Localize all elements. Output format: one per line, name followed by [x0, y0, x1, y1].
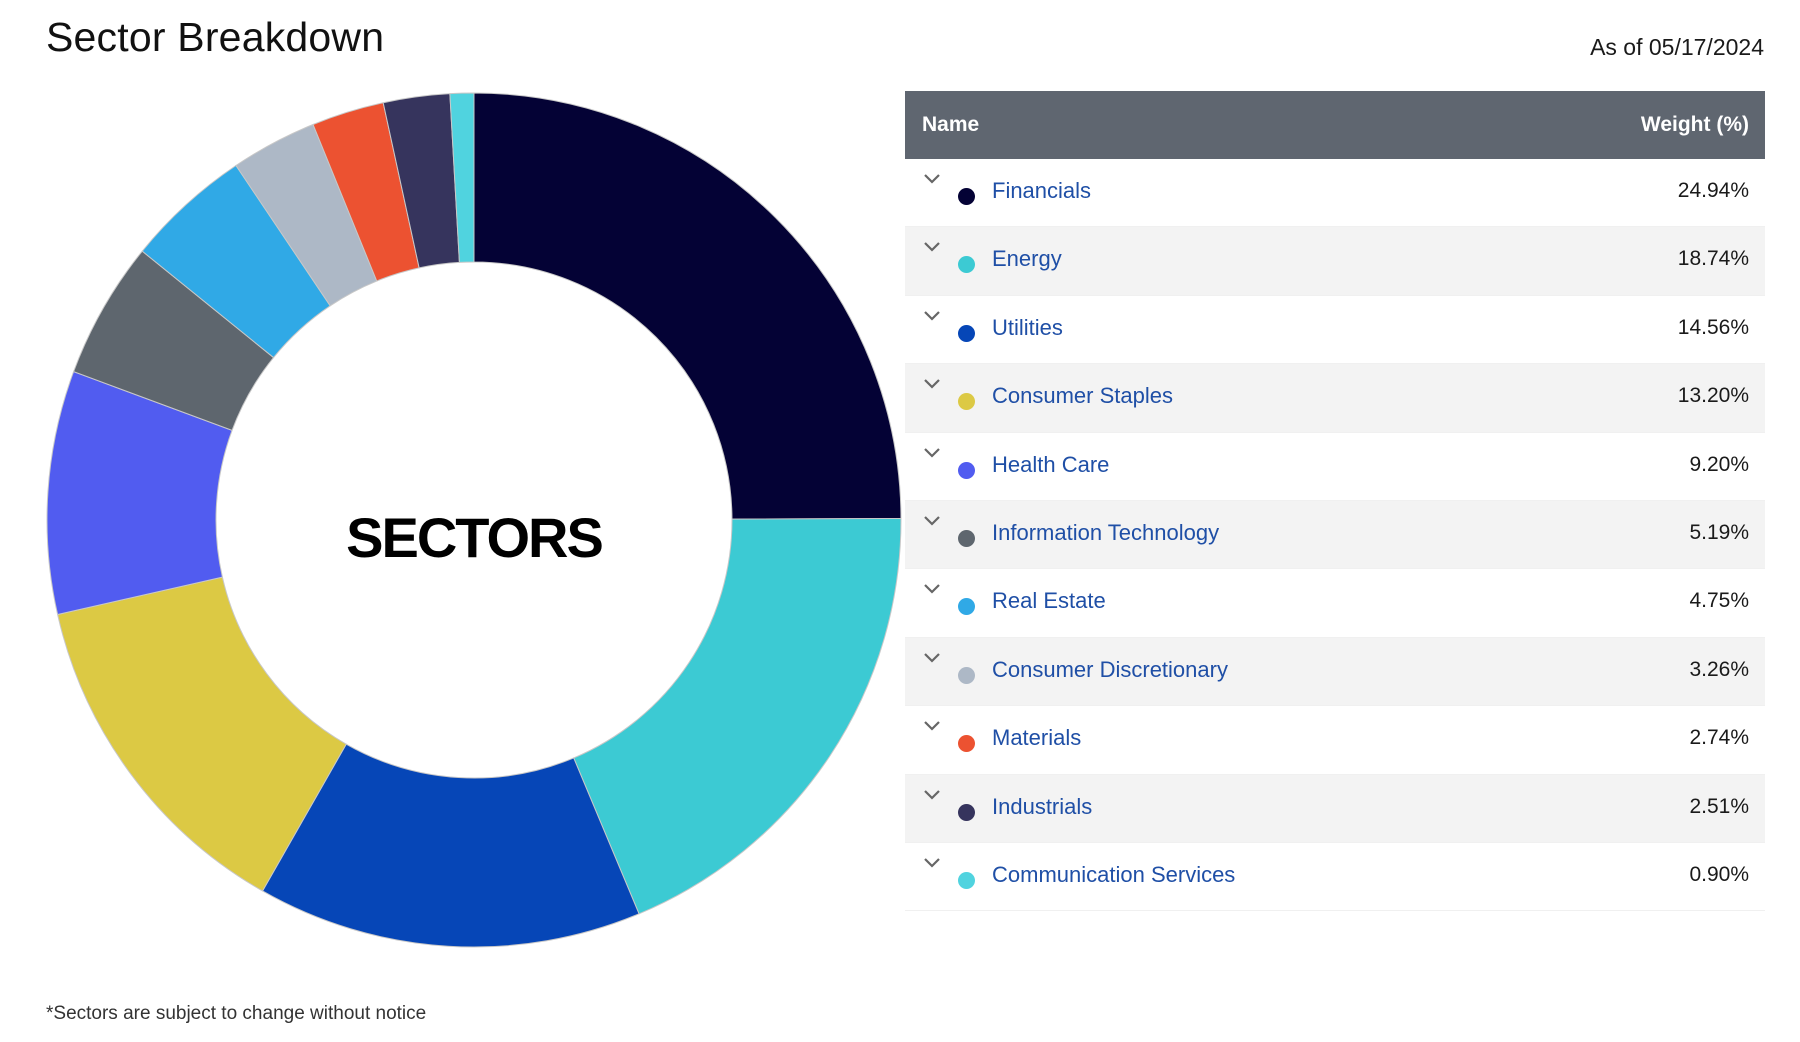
sector-name-industrials[interactable]: Industrials	[992, 793, 1093, 819]
sector-name-utilities[interactable]: Utilities	[992, 314, 1063, 340]
legend-dot-consumer-staples	[958, 393, 975, 411]
chevron-down-icon[interactable]	[922, 650, 942, 666]
sector-name-consumer-discretionary[interactable]: Consumer Discretionary	[992, 656, 1228, 682]
sector-weight-consumer-staples: 13.20%	[1677, 384, 1749, 408]
donut-slice-energy[interactable]	[573, 517, 902, 915]
sector-name-health-care[interactable]: Health Care	[992, 451, 1110, 477]
table-row[interactable]: Energy 18.74%	[905, 227, 1765, 296]
chevron-down-icon[interactable]	[922, 376, 942, 392]
sector-name-real-estate[interactable]: Real Estate	[992, 588, 1106, 614]
legend-dot-communication-services	[958, 871, 975, 889]
table-header: Name Weight (%)	[905, 91, 1765, 159]
sector-weight-industrials: 2.51%	[1689, 794, 1749, 818]
table-row[interactable]: Real Estate 4.75%	[905, 569, 1765, 638]
table-row[interactable]: Industrials 2.51%	[905, 774, 1765, 843]
sector-name-communication-services[interactable]: Communication Services	[992, 861, 1236, 887]
sector-name-energy[interactable]: Energy	[992, 246, 1062, 272]
legend-dot-information-technology	[958, 529, 975, 547]
sector-name-information-technology[interactable]: Information Technology	[992, 519, 1220, 545]
donut-svg: SECTORS	[46, 92, 902, 948]
header-weight: Weight (%)	[1640, 113, 1749, 136]
table-row[interactable]: Communication Services 0.90%	[905, 843, 1765, 912]
sector-donut-chart: SECTORS	[46, 92, 902, 948]
chevron-down-icon[interactable]	[922, 855, 942, 871]
donut-slice-consumer-staples[interactable]	[56, 576, 347, 892]
donut-slices	[46, 92, 902, 948]
chevron-down-icon[interactable]	[922, 718, 942, 734]
table-row[interactable]: Information Technology 5.19%	[905, 500, 1765, 570]
sector-weight-financials: 24.94%	[1677, 179, 1749, 202]
chevron-down-icon[interactable]	[922, 445, 942, 461]
sector-weight-information-technology: 5.19%	[1689, 520, 1749, 544]
legend-dot-real-estate	[958, 598, 975, 616]
table-row[interactable]: Utilities 14.56%	[905, 296, 1765, 365]
header-name: Name	[922, 113, 980, 136]
table-row[interactable]: Health Care 9.20%	[905, 433, 1765, 501]
sector-weight-utilities: 14.56%	[1677, 315, 1749, 339]
sector-weight-health-care: 9.20%	[1689, 452, 1749, 476]
sector-weight-real-estate: 4.75%	[1689, 589, 1749, 613]
legend-dot-utilities	[958, 324, 975, 342]
table-row[interactable]: Materials 2.74%	[905, 706, 1765, 775]
donut-slice-utilities[interactable]	[261, 743, 640, 948]
sector-weight-energy: 18.74%	[1677, 247, 1749, 271]
legend-dot-industrials	[958, 803, 975, 821]
donut-slice-communication-services[interactable]	[449, 92, 475, 263]
table-row[interactable]: Consumer Discretionary 3.26%	[905, 637, 1765, 707]
page-title: Sector Breakdown	[46, 14, 385, 60]
donut-center-label: SECTORS	[346, 506, 602, 569]
table-body: Financials 24.94% Energy 18.74% Utilities 14.…	[905, 159, 1765, 912]
chevron-down-icon[interactable]	[922, 171, 942, 187]
sector-weight-communication-services: 0.90%	[1689, 862, 1749, 886]
sector-name-consumer-staples[interactable]: Consumer Staples	[992, 383, 1173, 409]
chevron-down-icon[interactable]	[922, 308, 942, 324]
sector-name-financials[interactable]: Financials	[992, 178, 1092, 203]
legend-dot-financials	[958, 188, 975, 205]
legend-dot-consumer-discretionary	[958, 666, 975, 684]
chevron-down-icon[interactable]	[922, 787, 942, 803]
table-row[interactable]: Financials 24.94%	[905, 159, 1765, 228]
sector-weight-consumer-discretionary: 3.26%	[1689, 657, 1749, 681]
sector-weight-materials: 2.74%	[1689, 726, 1749, 750]
donut-slice-financials[interactable]	[473, 92, 902, 520]
table-row[interactable]: Consumer Staples 13.20%	[905, 364, 1765, 433]
sector-table: Name Weight (%) Financials 24.94% Energy 18…	[905, 91, 1765, 912]
chevron-down-icon[interactable]	[922, 239, 942, 255]
footnote: *Sectors are subject to change without n…	[46, 1003, 427, 1024]
as-of-date: As of 05/17/2024	[1590, 34, 1764, 60]
legend-dot-energy	[958, 256, 975, 274]
legend-dot-health-care	[958, 461, 975, 479]
chevron-down-icon[interactable]	[922, 513, 942, 529]
sector-name-materials[interactable]: Materials	[992, 725, 1082, 751]
chevron-down-icon[interactable]	[922, 581, 942, 597]
legend-dot-materials	[958, 735, 975, 753]
